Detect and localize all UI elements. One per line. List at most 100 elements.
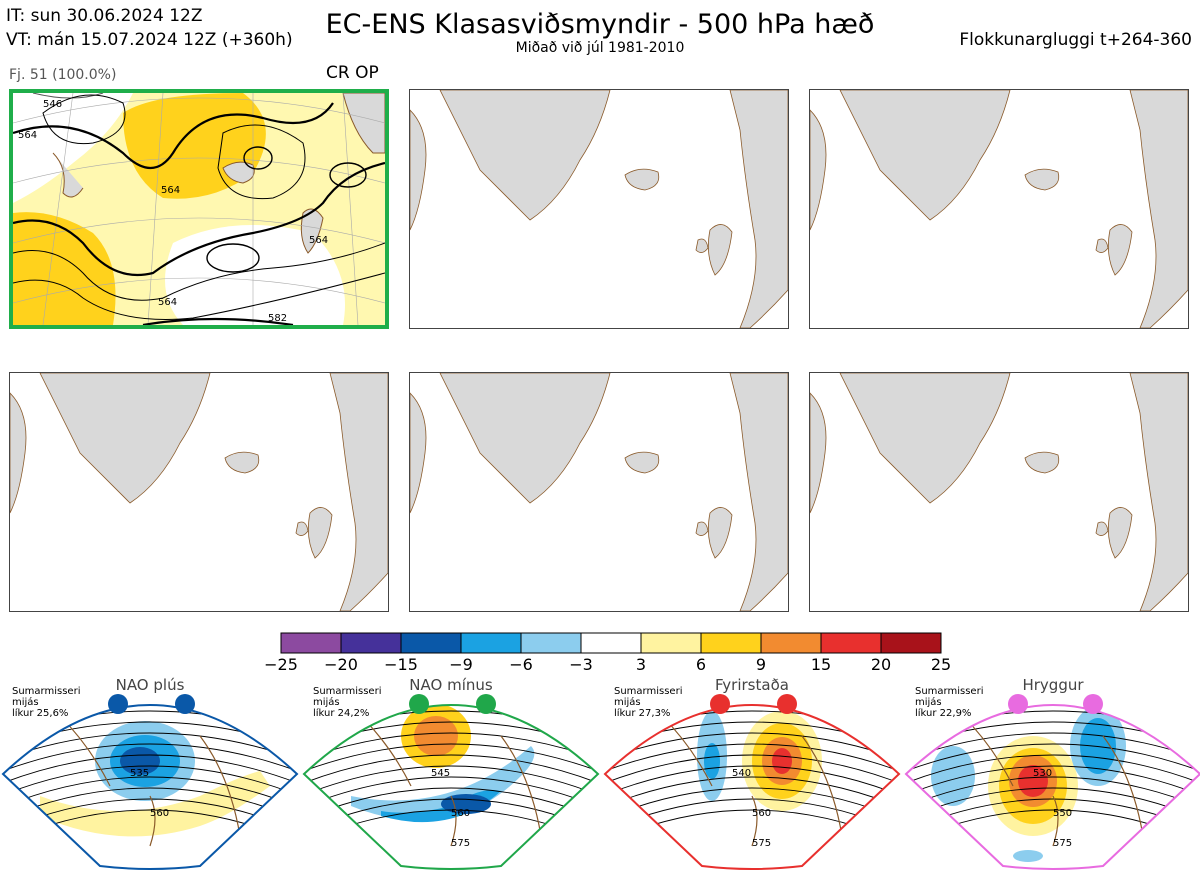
britain-land bbox=[707, 224, 733, 276]
scandinavia-europe-land bbox=[729, 373, 788, 611]
ireland-land bbox=[1095, 238, 1109, 253]
regime-probability-note: Sumarmisseri mijás líkur 22,9% bbox=[915, 686, 984, 719]
regime-outline bbox=[904, 704, 1200, 870]
colorbar-swatch bbox=[280, 632, 342, 654]
colorbar-tick-label: 3 bbox=[635, 655, 647, 674]
colorbar-tick-label: 9 bbox=[755, 655, 767, 674]
britain-land bbox=[307, 507, 333, 559]
initial-time: IT: sun 30.06.2024 12Z bbox=[6, 6, 203, 26]
contour-label: 564 bbox=[309, 235, 328, 246]
regime-name: NAO mínus bbox=[409, 676, 493, 694]
colorbar-tick-label: −9 bbox=[449, 655, 473, 674]
colorbar-swatch bbox=[640, 632, 702, 654]
colorbar-tick-label: −15 bbox=[384, 655, 418, 674]
cluster-map-3 bbox=[810, 90, 1188, 328]
regime-code-label: CR OP bbox=[326, 63, 379, 83]
britain-land bbox=[1107, 507, 1133, 559]
regime-probability-note: Sumarmisseri mijás líkur 27,3% bbox=[614, 686, 683, 719]
colorbar-tick-label: 15 bbox=[810, 655, 832, 674]
colorbar-swatch bbox=[460, 632, 522, 654]
colorbar-swatch bbox=[400, 632, 462, 654]
regime-map: 535 560 bbox=[1, 694, 299, 870]
greenland-land bbox=[39, 373, 211, 504]
iceland-land bbox=[224, 451, 260, 474]
regime-name: NAO plús bbox=[115, 676, 185, 694]
valid-time: VT: mán 15.07.2024 12Z (+360h) bbox=[6, 30, 293, 50]
regime-contour-label: 575 bbox=[451, 838, 470, 849]
regime-probability-note: Sumarmisseri mijás líkur 25,6% bbox=[12, 686, 81, 719]
britain-land bbox=[707, 507, 733, 559]
cluster-map-panel-4[interactable] bbox=[9, 372, 389, 612]
ireland-land bbox=[295, 521, 309, 536]
contour-label: 564 bbox=[158, 297, 177, 308]
cluster-map-1: 564 564 564 564 582 546 bbox=[13, 93, 385, 325]
colorbar-tick-label: −3 bbox=[569, 655, 593, 674]
ireland-land bbox=[1095, 521, 1109, 536]
regime-marker-dot bbox=[1083, 694, 1103, 714]
scandinavia-europe-land bbox=[1129, 373, 1188, 611]
colorbar-tick-label: 20 bbox=[870, 655, 892, 674]
classification-window: Flokkunargluggi t+264-360 bbox=[959, 30, 1192, 50]
britain-land bbox=[300, 208, 324, 254]
contour-label: 564 bbox=[161, 185, 180, 196]
regime-contour-label: 530 bbox=[1033, 768, 1052, 779]
colorbar-swatch bbox=[760, 632, 822, 654]
canada-land bbox=[410, 109, 427, 231]
regime-map: 530 550 575 bbox=[904, 694, 1200, 870]
colorbar-tick-label: 6 bbox=[695, 655, 707, 674]
graticule bbox=[13, 93, 385, 325]
scandinavia-land bbox=[342, 93, 385, 154]
anomaly-colorbar bbox=[280, 632, 942, 654]
colorbar-tick-label: −25 bbox=[264, 655, 298, 674]
ireland-land bbox=[695, 238, 709, 253]
colorbar-swatch bbox=[340, 632, 402, 654]
regime-contour-label: 545 bbox=[431, 768, 450, 779]
colorbar-swatch bbox=[820, 632, 882, 654]
greenland-land bbox=[439, 373, 611, 504]
regime-outline bbox=[302, 704, 600, 870]
regime-marker-dot bbox=[476, 694, 496, 714]
regime-contour-label: 550 bbox=[1053, 808, 1072, 819]
cluster-map-panel-1[interactable]: 564 564 564 564 582 546 bbox=[9, 89, 389, 329]
contour-label: 546 bbox=[43, 99, 62, 110]
greenland-land bbox=[839, 90, 1011, 221]
regime-map-fill bbox=[304, 705, 598, 869]
regime-marker-dot bbox=[108, 694, 128, 714]
colorbar-tick-label: 25 bbox=[930, 655, 952, 674]
iceland-land bbox=[624, 168, 660, 191]
colorbar-tick-label: −6 bbox=[509, 655, 533, 674]
regime-marker-dot bbox=[777, 694, 797, 714]
anomaly-neutral-se bbox=[165, 225, 345, 325]
cluster-map-panel-3[interactable] bbox=[809, 89, 1189, 329]
colorbar-swatch bbox=[520, 632, 582, 654]
contour-label: 582 bbox=[268, 313, 287, 324]
iceland-land bbox=[1024, 451, 1060, 474]
scandinavia-europe-land bbox=[329, 373, 388, 611]
colorbar-swatch bbox=[880, 632, 942, 654]
height-contours bbox=[13, 94, 385, 325]
colorbar-swatch bbox=[580, 632, 642, 654]
cluster-map-panel-6[interactable] bbox=[809, 372, 1189, 612]
regime-outline bbox=[1, 704, 299, 870]
cluster-map-2 bbox=[410, 90, 788, 328]
regime-marker-dot bbox=[710, 694, 730, 714]
iceland-land bbox=[1024, 168, 1060, 191]
cluster-map-panel-5[interactable] bbox=[409, 372, 789, 612]
cluster-map-4 bbox=[10, 373, 388, 611]
cluster-map-5 bbox=[410, 373, 788, 611]
cluster-map-panel-2[interactable] bbox=[409, 89, 789, 329]
greenland-land bbox=[839, 373, 1011, 504]
greenland-land bbox=[52, 152, 84, 198]
britain-land bbox=[1107, 224, 1133, 276]
ireland-land bbox=[695, 521, 709, 536]
regime-marker-dot bbox=[409, 694, 429, 714]
regime-map-fill bbox=[906, 705, 1200, 869]
regime-map-fill bbox=[3, 705, 297, 869]
regime-probability-note: Sumarmisseri mijás líkur 24,2% bbox=[313, 686, 382, 719]
greenland-land bbox=[439, 90, 611, 221]
contour-label: 564 bbox=[18, 130, 37, 141]
regime-contour-label: 560 bbox=[752, 808, 771, 819]
regime-outline bbox=[603, 704, 901, 870]
colorbar-tick-label: −20 bbox=[324, 655, 358, 674]
regime-contour-label: 575 bbox=[752, 838, 771, 849]
